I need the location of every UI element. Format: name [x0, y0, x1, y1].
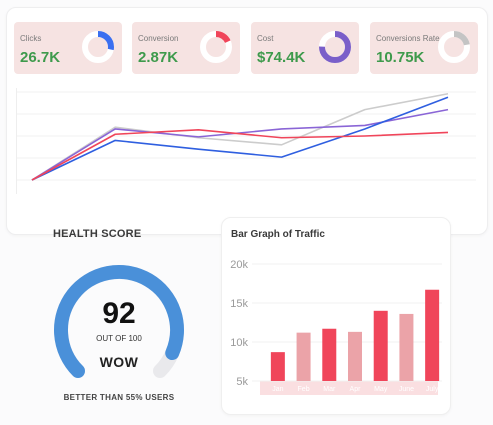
bar-chart-ytick-label: 15k — [230, 298, 248, 310]
bar-chart-ytick-label: 5k — [236, 376, 248, 388]
health-score-title: HEALTH SCORE — [53, 228, 142, 240]
bar-chart-xtick-label: Apr — [350, 386, 362, 393]
health-score-out-of: OUT OF 100 — [96, 334, 142, 343]
line-series-1 — [31, 129, 449, 181]
bar-chart-ytick-label: 20k — [230, 259, 248, 271]
kpi-value: 26.7K — [20, 49, 61, 66]
line-series-2 — [31, 108, 449, 181]
traffic-bar-chart: 5k 10k 15k 20k Jan Feb Mar Apr May June July — [230, 259, 442, 395]
bar-chart-ytick-label: 10k — [230, 337, 248, 349]
health-score-value: 92 — [102, 297, 136, 330]
kpi-card-conversion[interactable]: Conversion 2.87K — [132, 22, 240, 74]
donut-fill — [82, 31, 114, 63]
conversion-donut-icon — [200, 31, 232, 63]
bar-chart-xtick-label: June — [399, 386, 414, 393]
kpi-label: Conversion — [138, 34, 179, 43]
line-series-0 — [31, 96, 449, 181]
health-score-panel: HEALTH SCORE 92 OUT OF 100 WOW BETTER TH… — [16, 216, 216, 412]
traffic-bar-jan[interactable] — [270, 352, 285, 381]
health-score-note: BETTER THAN 55% USERS — [63, 393, 175, 402]
bar-chart-xtick-label: May — [374, 386, 388, 393]
traffic-bar-mar[interactable] — [322, 328, 337, 381]
kpi-label: Cost — [257, 34, 274, 43]
bar-chart-xtick-label: Jan — [272, 386, 283, 393]
kpi-card-conversions-rate[interactable]: Conversions Rate 10.75K — [370, 22, 478, 74]
traffic-bar-feb[interactable] — [296, 332, 311, 381]
gauge-fill — [54, 265, 184, 379]
bar-chart-xtick-label: Feb — [298, 386, 310, 393]
clicks-donut-icon — [82, 31, 114, 63]
traffic-bar-panel: Bar Graph of Traffic 5k 10k 15k 20k Jan Feb Ma… — [221, 217, 451, 415]
traffic-bar-june[interactable] — [399, 313, 414, 381]
bar-chart-xtick-label: Mar — [323, 386, 336, 393]
kpi-value: $74.4K — [257, 49, 306, 66]
conversions-rate-donut-icon — [438, 31, 470, 63]
traffic-chart-title: Bar Graph of Traffic — [231, 229, 325, 240]
health-gauge — [54, 265, 184, 379]
kpi-label: Conversions Rate — [376, 34, 440, 43]
bar-chart-xaxis-band — [260, 381, 438, 395]
kpi-value: 2.87K — [138, 49, 179, 66]
kpi-card-clicks[interactable]: Clicks 26.7K — [14, 22, 122, 74]
traffic-bar-july[interactable] — [425, 289, 440, 381]
cost-donut-icon — [319, 31, 351, 63]
kpi-value: 10.75K — [376, 49, 425, 66]
traffic-bar-apr[interactable] — [348, 331, 362, 381]
donut-fill — [319, 31, 351, 63]
line-series-3 — [31, 92, 449, 181]
health-score-word: WOW — [99, 354, 139, 370]
bar-chart-xtick-label: July — [426, 386, 439, 393]
donut-fill — [438, 31, 470, 63]
traffic-bar-may[interactable] — [373, 310, 388, 381]
kpi-card-cost[interactable]: Cost $74.4K — [251, 22, 359, 74]
line-chart — [16, 88, 476, 194]
donut-fill — [200, 31, 232, 63]
kpi-label: Clicks — [20, 34, 42, 43]
